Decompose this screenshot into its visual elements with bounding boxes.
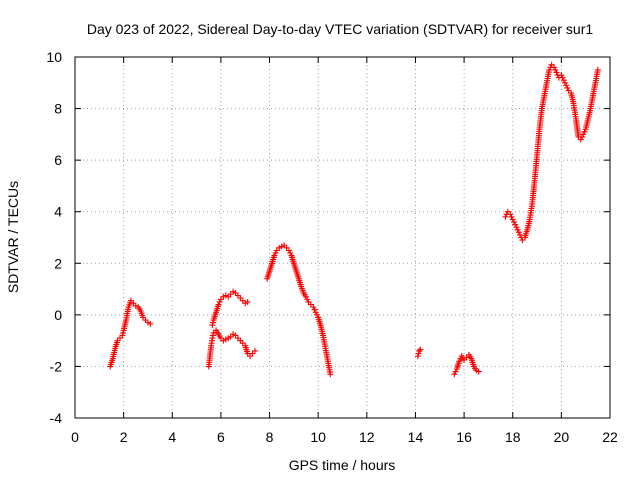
data-point	[210, 319, 217, 326]
x-tick-label: 6	[217, 429, 225, 445]
x-tick-label: 4	[168, 429, 176, 445]
series-arc-2b	[209, 288, 251, 329]
data-point	[577, 136, 584, 143]
x-tick-label: 10	[310, 429, 326, 445]
data-point	[286, 247, 292, 254]
y-tick-label: 8	[54, 101, 62, 117]
data-point	[304, 296, 311, 303]
data-point	[311, 306, 318, 313]
data-point	[271, 252, 278, 259]
data-point	[209, 322, 216, 329]
data-point	[546, 66, 553, 73]
data-point	[303, 293, 310, 300]
data-point	[287, 249, 294, 256]
data-point	[594, 66, 601, 73]
data-point	[414, 353, 421, 360]
series-arc-4	[414, 346, 424, 360]
x-tick-label: 12	[359, 429, 375, 445]
data-point	[417, 346, 424, 353]
data-point	[552, 66, 559, 73]
data-point	[514, 226, 521, 233]
grid	[75, 57, 610, 418]
data-points	[107, 61, 601, 378]
data-point	[562, 79, 569, 86]
data-point	[451, 371, 458, 378]
series-arc-6	[502, 61, 601, 244]
y-tick-label: 2	[54, 255, 62, 271]
x-tick-label: 8	[266, 429, 274, 445]
data-point	[564, 84, 571, 91]
x-tick-label: 14	[408, 429, 424, 445]
data-point	[456, 358, 463, 365]
y-tick-label: 10	[46, 49, 62, 65]
data-point	[210, 332, 217, 339]
x-tick-label: 0	[71, 429, 79, 445]
data-point	[517, 231, 524, 238]
data-point	[147, 320, 154, 327]
x-axis-label: GPS time / hours	[289, 457, 396, 473]
series-arc-5	[451, 351, 482, 378]
y-axis-label: SDTVAR / TECUs	[5, 181, 21, 293]
y-tick-label: 4	[54, 204, 62, 220]
data-point	[508, 213, 515, 220]
data-point	[581, 128, 588, 135]
data-point	[515, 229, 522, 236]
data-point	[244, 298, 251, 305]
y-tick-label: 0	[54, 307, 62, 323]
series-arc-2a	[205, 327, 258, 370]
data-point	[251, 347, 258, 354]
data-point	[216, 298, 223, 305]
data-point	[327, 371, 334, 378]
data-point	[209, 335, 216, 342]
y-tick-label: -2	[50, 358, 63, 374]
data-point	[510, 219, 517, 226]
data-point	[563, 82, 570, 89]
plot-frame	[74, 56, 611, 419]
data-point	[513, 224, 520, 231]
x-tick-label: 20	[554, 429, 570, 445]
axis-ticks: 0 2 4 6 8 10 12 14 16 18 20 22 -4 -2 0 2 4 6 8 10	[46, 49, 618, 445]
x-tick-label: 16	[456, 429, 472, 445]
data-point	[553, 69, 560, 76]
data-point	[120, 329, 127, 336]
data-point	[579, 133, 586, 140]
data-point	[559, 74, 566, 81]
data-point	[475, 368, 482, 375]
data-point	[415, 350, 422, 357]
data-point	[313, 311, 320, 318]
data-point	[558, 72, 565, 79]
data-point	[551, 64, 558, 71]
data-point	[310, 304, 317, 311]
data-point	[512, 221, 519, 228]
data-point	[507, 211, 514, 218]
series-arc-1	[107, 297, 154, 370]
data-point	[452, 368, 459, 375]
data-point	[416, 347, 423, 354]
data-point	[312, 309, 319, 316]
data-point	[119, 332, 126, 339]
data-point	[272, 249, 279, 256]
y-tick-label: 6	[54, 152, 62, 168]
x-tick-label: 18	[505, 429, 521, 445]
x-tick-label: 2	[120, 429, 128, 445]
data-point	[502, 213, 509, 220]
series-arc-3	[264, 242, 334, 378]
y-tick-label: -4	[50, 410, 63, 426]
data-point	[215, 301, 222, 308]
x-tick-label: 22	[602, 429, 618, 445]
data-point	[580, 131, 587, 138]
data-point	[560, 77, 567, 84]
chart-title: Day 023 of 2022, Sidereal Day-to-day VTE…	[87, 21, 593, 37]
data-point	[509, 216, 516, 223]
